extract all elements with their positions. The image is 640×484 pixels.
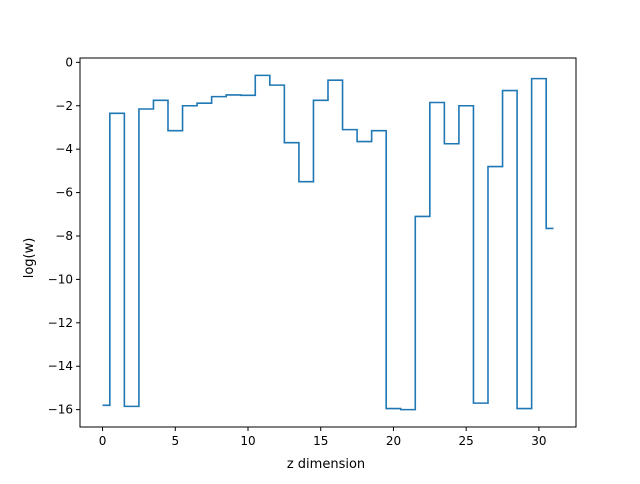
series-layer <box>102 74 554 411</box>
x-tick-label: 25 <box>459 434 474 448</box>
plot-area <box>80 58 576 427</box>
axes: 0 5 10 15 20 25 30 0 −2 −4 −6 −8 −10 −12 −14 −16 <box>48 55 577 448</box>
y-tick-label: −2 <box>55 99 73 113</box>
x-tick-label: 15 <box>313 434 328 448</box>
plot-background <box>80 58 576 427</box>
x-axis-label: z dimension <box>287 457 365 472</box>
y-axis-label: log(w) <box>22 238 37 279</box>
x-tick-label: 30 <box>531 434 546 448</box>
y-tick-label: −8 <box>55 229 73 243</box>
y-tick-label: 0 <box>65 55 73 69</box>
y-tick-label: −16 <box>48 403 73 417</box>
y-tick-label: −4 <box>55 142 73 156</box>
x-tick-label: 20 <box>386 434 401 448</box>
series-line-0 <box>102 74 554 411</box>
y-tick-label: −12 <box>48 316 73 330</box>
y-tick-label: −14 <box>48 359 73 373</box>
x-tick-label: 0 <box>99 434 107 448</box>
x-tick-label: 5 <box>171 434 179 448</box>
y-tick-label: −10 <box>48 272 73 286</box>
y-tick-label: −6 <box>55 186 73 200</box>
axes-frame <box>79 57 577 428</box>
x-tick-label: 10 <box>240 434 255 448</box>
